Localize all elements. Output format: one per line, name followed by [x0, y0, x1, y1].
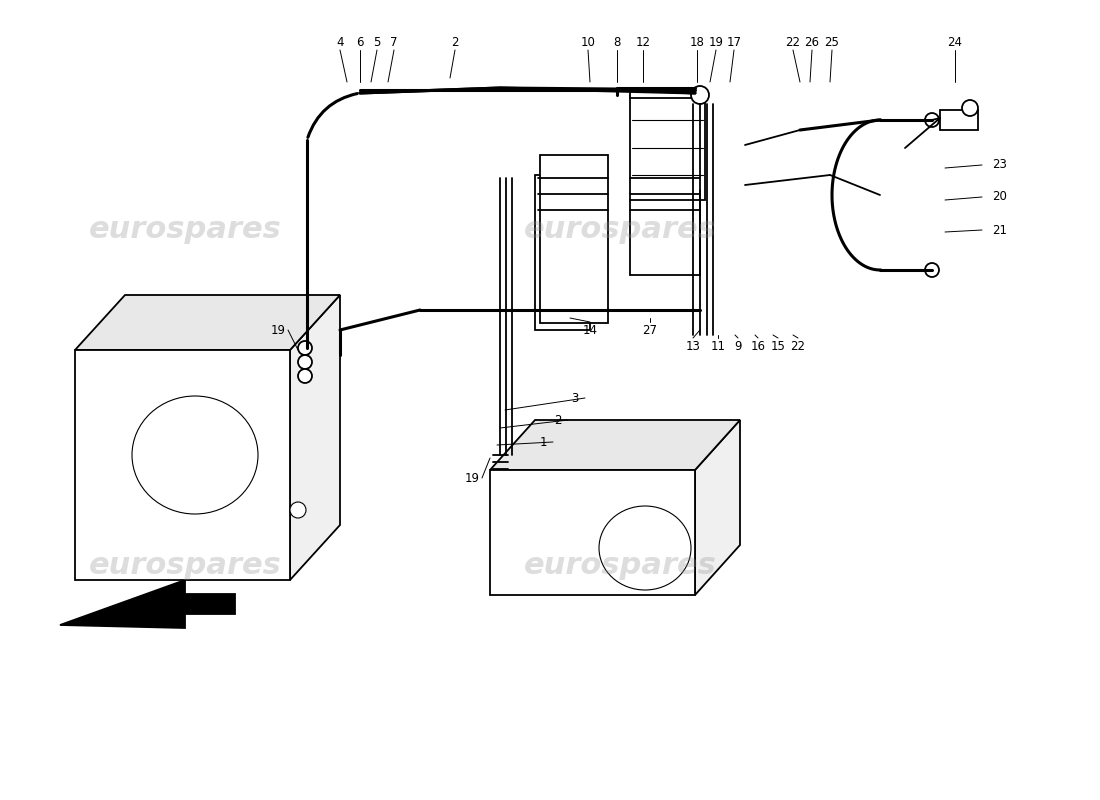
Circle shape — [298, 341, 312, 355]
Text: 17: 17 — [726, 35, 741, 49]
Polygon shape — [75, 295, 340, 350]
Text: eurospares: eurospares — [524, 215, 716, 245]
Text: 25: 25 — [825, 35, 839, 49]
Polygon shape — [695, 420, 740, 595]
Circle shape — [140, 400, 250, 510]
Circle shape — [290, 502, 306, 518]
Bar — [630, 88, 705, 98]
Polygon shape — [60, 580, 235, 628]
Text: 20: 20 — [992, 190, 1008, 203]
Text: 22: 22 — [785, 35, 801, 49]
Bar — [630, 95, 705, 200]
Polygon shape — [290, 295, 340, 580]
Bar — [535, 175, 590, 330]
Bar — [540, 155, 608, 323]
Polygon shape — [75, 350, 290, 580]
Polygon shape — [490, 470, 695, 595]
Text: 8: 8 — [614, 35, 620, 49]
Text: 2: 2 — [554, 414, 562, 426]
Text: 7: 7 — [390, 35, 398, 49]
Text: 5: 5 — [373, 35, 381, 49]
Text: 13: 13 — [685, 339, 701, 353]
Text: 27: 27 — [642, 323, 658, 337]
Text: 3: 3 — [571, 391, 579, 405]
Circle shape — [691, 86, 710, 104]
Text: 26: 26 — [804, 35, 820, 49]
Circle shape — [962, 100, 978, 116]
Text: 18: 18 — [690, 35, 704, 49]
Text: 24: 24 — [947, 35, 962, 49]
Circle shape — [550, 230, 560, 240]
Text: 2: 2 — [451, 35, 459, 49]
Circle shape — [925, 263, 939, 277]
Text: 21: 21 — [992, 223, 1008, 237]
Text: eurospares: eurospares — [89, 215, 282, 245]
Text: eurospares: eurospares — [524, 550, 716, 579]
Text: 10: 10 — [581, 35, 595, 49]
Circle shape — [298, 355, 312, 369]
Text: 15: 15 — [771, 339, 785, 353]
Text: 9: 9 — [735, 339, 741, 353]
Circle shape — [607, 510, 683, 586]
Text: 4: 4 — [337, 35, 343, 49]
Circle shape — [550, 265, 560, 275]
Circle shape — [298, 369, 312, 383]
Text: 16: 16 — [750, 339, 766, 353]
Bar — [548, 185, 578, 320]
Text: 22: 22 — [791, 339, 805, 353]
Text: 14: 14 — [583, 323, 597, 337]
Text: 12: 12 — [636, 35, 650, 49]
Circle shape — [550, 295, 560, 305]
Text: 6: 6 — [356, 35, 364, 49]
Circle shape — [925, 113, 939, 127]
Polygon shape — [490, 420, 740, 470]
Text: 11: 11 — [711, 339, 726, 353]
Ellipse shape — [132, 396, 258, 514]
Text: eurospares: eurospares — [89, 550, 282, 579]
Circle shape — [150, 410, 240, 500]
Text: 19: 19 — [464, 471, 480, 485]
Text: 1: 1 — [539, 435, 547, 449]
Bar — [940, 110, 978, 130]
Text: 23: 23 — [992, 158, 1008, 171]
Text: 19: 19 — [708, 35, 724, 49]
Circle shape — [550, 200, 560, 210]
Text: 19: 19 — [271, 323, 286, 337]
Ellipse shape — [600, 506, 691, 590]
Circle shape — [617, 520, 673, 576]
